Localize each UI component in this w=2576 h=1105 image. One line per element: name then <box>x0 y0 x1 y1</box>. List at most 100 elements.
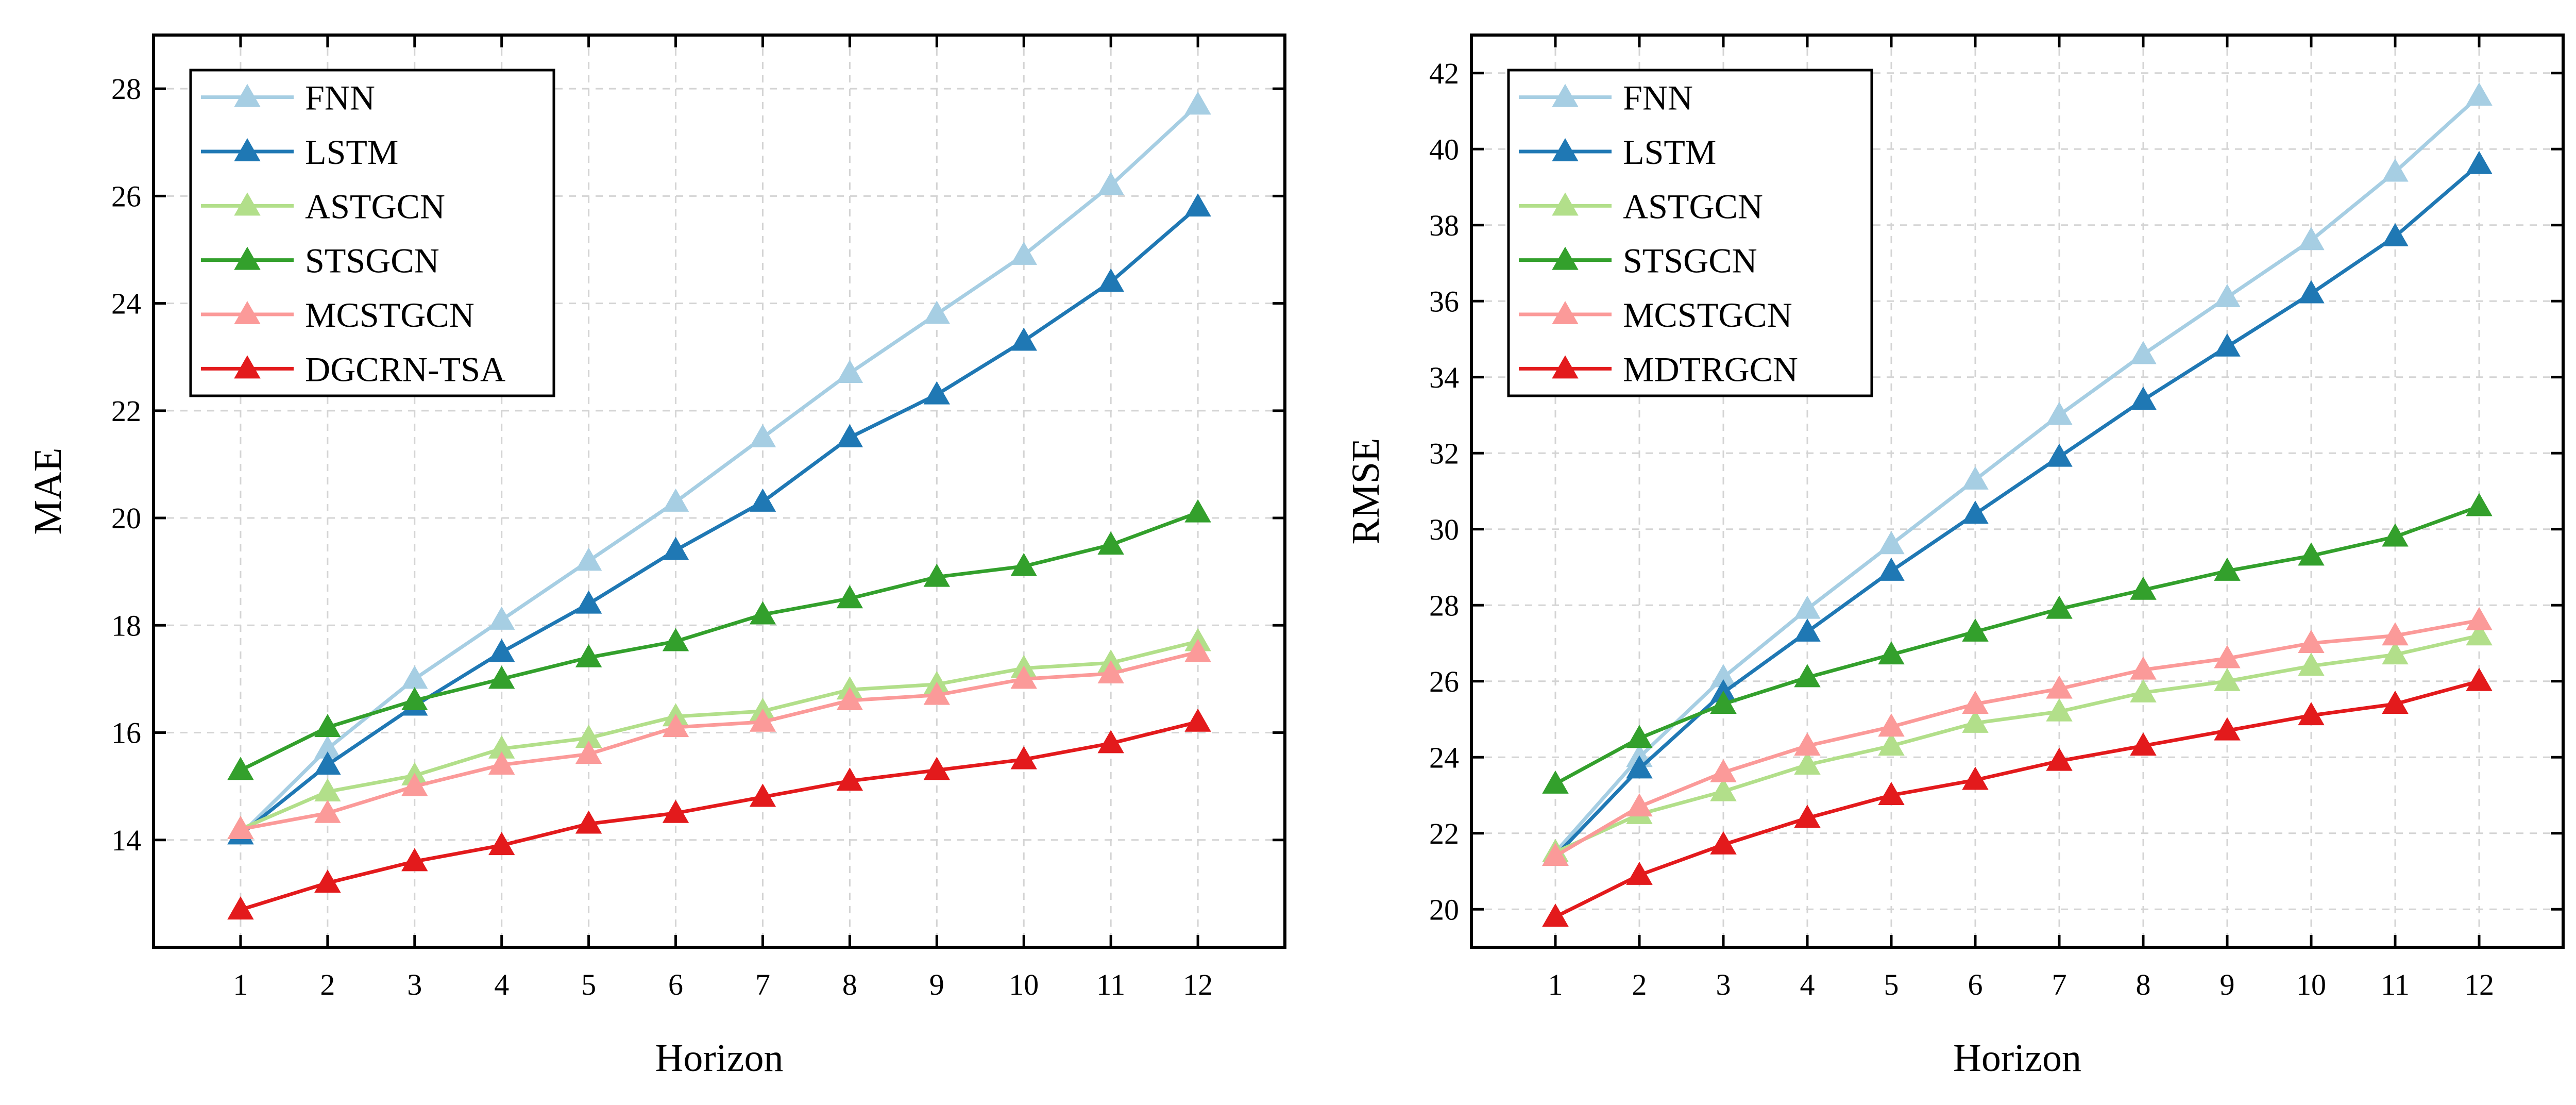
y-tick-label: 36 <box>1429 284 1459 318</box>
y-axis-title: RMSE <box>1344 438 1387 545</box>
data-point <box>923 563 951 587</box>
x-tick-label: 8 <box>842 968 857 1001</box>
data-point <box>1710 690 1737 714</box>
legend-marker <box>234 138 261 161</box>
data-point <box>836 687 863 711</box>
legend-marker <box>1552 300 1579 324</box>
y-tick-label: 20 <box>1429 893 1459 926</box>
series-line <box>1554 505 2480 785</box>
x-tick-label: 7 <box>755 968 770 1001</box>
data-point <box>2466 607 2493 630</box>
legend-item: LSTM <box>201 132 398 172</box>
x-tick-label: 4 <box>494 968 509 1001</box>
y-tick-label: 24 <box>1429 741 1459 774</box>
y-tick-label: 26 <box>111 179 141 213</box>
legend-item: STSGCN <box>201 241 439 280</box>
x-tick-label: 4 <box>1800 968 1815 1001</box>
legend-label: STSGCN <box>1623 241 1757 280</box>
legend-item: DGCRN-TSA <box>201 349 505 389</box>
data-point <box>1626 793 1653 817</box>
x-tick-label: 10 <box>1009 968 1039 1001</box>
data-point <box>662 799 689 823</box>
data-point <box>1542 842 1569 866</box>
data-point <box>836 767 863 791</box>
data-point <box>1097 730 1124 754</box>
y-tick-label: 18 <box>111 609 141 642</box>
data-point <box>2382 641 2409 665</box>
x-tick-label: 9 <box>929 968 944 1001</box>
data-point <box>401 773 428 796</box>
x-tick-label: 1 <box>233 968 248 1001</box>
data-point <box>662 537 689 560</box>
series-astgcn <box>227 628 1211 839</box>
data-point <box>2298 629 2325 653</box>
data-point <box>2130 656 2157 680</box>
y-tick-label: 32 <box>1429 437 1459 470</box>
legend-marker <box>234 192 261 216</box>
data-point <box>1010 552 1037 576</box>
legend-box <box>189 69 555 397</box>
series-mdtrgcn <box>1542 667 2493 927</box>
data-point <box>2214 667 2241 691</box>
legend-item: MDTRGCN <box>1519 349 1798 389</box>
data-point <box>1794 751 1821 775</box>
data-point <box>2298 227 2325 250</box>
series-fnn <box>227 91 1211 845</box>
data-point <box>836 424 863 447</box>
series-group <box>1542 82 2493 927</box>
data-point <box>1542 903 1569 927</box>
data-point <box>2214 717 2241 741</box>
data-point <box>401 665 428 689</box>
data-point <box>2298 280 2325 304</box>
data-point <box>749 601 776 625</box>
data-point <box>1184 499 1211 523</box>
data-point <box>1962 500 1989 524</box>
legend: FNN LSTM ASTGCN STSGCN MCSTGCN MDTRGCN <box>1507 69 1873 397</box>
data-point <box>2130 341 2157 364</box>
legend-item: ASTGCN <box>201 187 445 226</box>
series-group <box>227 91 1211 920</box>
x-axis: 1 2 3 4 5 6 7 8 9 10 11 12 <box>233 35 1213 1001</box>
legend-label: FNN <box>1623 78 1693 118</box>
legend-label: ASTGCN <box>1623 187 1763 226</box>
data-point <box>1794 595 1821 619</box>
legend-marker <box>234 300 261 324</box>
data-point <box>488 751 515 775</box>
series-dgcrn-tsa <box>227 708 1211 920</box>
series-line <box>240 511 1199 772</box>
data-point <box>1794 805 1821 828</box>
data-point <box>2382 223 2409 246</box>
legend-label: DGCRN-TSA <box>305 349 505 389</box>
series-line <box>1554 618 2480 858</box>
legend-item: ASTGCN <box>1519 187 1763 226</box>
legend-label: LSTM <box>1623 132 1716 172</box>
legend-label: FNN <box>305 78 375 118</box>
legend-marker <box>1552 246 1579 270</box>
y-tick-label: 40 <box>1429 132 1459 166</box>
y-tick-label: 42 <box>1429 57 1459 90</box>
data-point <box>575 590 602 614</box>
y-tick-label: 30 <box>1429 513 1459 546</box>
legend-marker <box>234 83 261 107</box>
data-point <box>2214 283 2241 307</box>
data-point <box>1962 709 1989 733</box>
data-point <box>1097 172 1124 195</box>
y-tick-label: 26 <box>1429 665 1459 698</box>
data-point <box>923 300 951 324</box>
data-point <box>1010 665 1037 689</box>
data-point <box>749 783 776 807</box>
data-point <box>575 741 602 764</box>
data-point <box>314 751 341 775</box>
x-tick-label: 1 <box>1548 968 1563 1001</box>
y-axis-title: MAE <box>26 448 70 535</box>
legend-label: STSGCN <box>305 241 439 280</box>
data-point <box>1962 466 1989 490</box>
y-tick-label: 14 <box>111 824 141 857</box>
x-tick-label: 5 <box>1884 968 1899 1001</box>
data-point <box>2382 622 2409 646</box>
data-point <box>1184 708 1211 732</box>
data-point <box>923 381 951 405</box>
data-point <box>2130 386 2157 410</box>
legend-item: LSTM <box>1519 132 1716 172</box>
